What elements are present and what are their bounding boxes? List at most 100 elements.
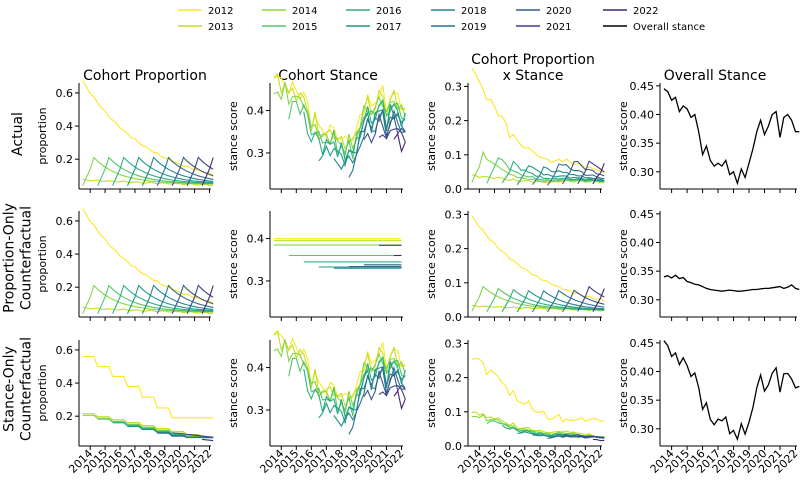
cohort-2017-line <box>516 289 605 313</box>
y-tick-label: 0.3 <box>445 80 463 93</box>
y-tick-label: 0.30 <box>630 166 655 179</box>
cohort-2019-line <box>348 365 406 435</box>
y-axis-label: proportion <box>36 107 49 164</box>
y-tick-label: 0.4 <box>56 377 74 390</box>
y-axis-label: stance score <box>617 101 630 171</box>
column-title: Cohort Stance <box>278 68 378 84</box>
cohort-2021-line <box>378 128 406 143</box>
y-axis-label: stance score <box>425 101 438 171</box>
cohort-2021-line <box>577 435 605 439</box>
cohort-2021-line <box>378 385 406 400</box>
cohort-2014-line <box>82 414 214 439</box>
y-tick-label: 0.2 <box>56 153 74 166</box>
y-tick-label: 0.3 <box>247 404 265 417</box>
y-tick-label: 0.30 <box>630 423 655 436</box>
legend: 2012 2013 2014 2015 2016 2017 2018 2019 2020 2021… <box>178 6 705 33</box>
y-tick-label: 0.0 <box>445 440 463 453</box>
cohort-2013-line <box>273 72 406 151</box>
cohort-2020-line <box>171 156 214 186</box>
legend-label: 2021 <box>546 22 571 33</box>
cohort-2015-line <box>97 284 214 314</box>
overall-stance-line <box>663 340 800 442</box>
cohort-2022-line <box>393 389 406 411</box>
cohort-2018-line <box>531 166 605 186</box>
cohort-2016-line <box>501 288 605 313</box>
y-tick-label: 0.35 <box>630 137 655 150</box>
cohort-2020-line <box>562 289 605 313</box>
cohort-2017-line <box>126 156 214 186</box>
y-tick-label: 0.3 <box>247 275 265 288</box>
y-axis-label: stance score <box>425 229 438 299</box>
cohort-2016-line <box>501 160 605 184</box>
y-axis-label: stance score <box>425 358 438 428</box>
cohort-2017-line <box>318 104 406 168</box>
y-tick-label: 0.4 <box>247 105 265 118</box>
y-tick-label: 0.4 <box>56 120 74 133</box>
cohort-2012-line <box>82 80 214 176</box>
cohort-2013-line <box>471 411 605 438</box>
cohort-2019-line <box>156 284 214 314</box>
cohort-2015-line <box>97 156 214 186</box>
cohort-2020-line <box>363 112 406 144</box>
cohort-2012-line <box>471 357 605 423</box>
legend-label: 2018 <box>461 6 486 17</box>
y-tick-label: 0.0 <box>445 311 463 324</box>
panel-cohort-proportion-x-stance-row0: 0.0 0.1 0.2 0.3 stance score <box>425 67 605 196</box>
y-tick-label: 0.45 <box>630 80 655 93</box>
legend-label: 2019 <box>461 22 486 33</box>
column-title: Cohort Proportion <box>83 68 207 84</box>
legend-label: 2022 <box>633 6 658 17</box>
cohort-2019-line <box>156 156 214 186</box>
y-tick-label: 0.45 <box>630 337 655 350</box>
overall-stance-line <box>663 88 800 186</box>
y-tick-label: 0.3 <box>445 337 463 350</box>
y-tick-label: 0.40 <box>630 109 655 122</box>
overall-stance-line <box>663 274 800 292</box>
cohort-2016-line <box>112 284 214 314</box>
y-axis-label: stance score <box>227 358 240 428</box>
panel-cohort-stance-row2: 0.30.42014201520162017201820192020202120… <box>227 329 407 476</box>
cohort-2021-line <box>186 156 214 186</box>
legend-label: 2020 <box>546 6 571 17</box>
cohort-2012-line <box>471 215 605 303</box>
legend-label: 2016 <box>376 6 401 17</box>
y-tick-label: 0.35 <box>630 394 655 407</box>
y-tick-label: 0.40 <box>630 366 655 379</box>
cohort-2022-line <box>592 288 605 312</box>
y-axis-label: proportion <box>36 364 49 421</box>
y-tick-label: 0.0 <box>445 183 463 196</box>
y-tick-label: 0.3 <box>247 147 265 160</box>
y-axis-label: stance score <box>227 101 240 171</box>
y-tick-label: 0.4 <box>247 362 265 375</box>
cohort-2019-line <box>547 289 605 313</box>
cohort-2022-line <box>202 438 214 442</box>
y-tick-label: 0.6 <box>56 87 74 100</box>
panel-cohort-stance-row0: 0.3 0.4 stance score <box>227 72 406 193</box>
cohort-2019-line <box>157 432 214 438</box>
cohort-2012-line <box>273 332 406 399</box>
row-label: Counterfactual <box>19 337 35 441</box>
y-tick-label: 0.1 <box>445 277 463 290</box>
cohort-2017-line <box>318 361 406 425</box>
cohort-2016-line <box>112 156 214 186</box>
cohort-2012-line <box>82 356 214 419</box>
y-tick-label: 0.35 <box>630 265 655 278</box>
panel-cohort-stance-row1: 0.3 0.4 stance score <box>227 211 403 321</box>
cohort-2017-line <box>126 284 214 314</box>
column-title: Cohort Proportion <box>471 52 595 68</box>
cohort-2022-line <box>201 285 214 314</box>
row-label: Actual <box>10 112 26 156</box>
y-axis-label: stance score <box>227 229 240 299</box>
panel-overall-stance-row2: 0.300.350.400.45201420152016201720182019… <box>617 337 801 476</box>
y-tick-label: 0.40 <box>630 237 655 250</box>
y-tick-label: 0.2 <box>445 115 463 128</box>
y-tick-label: 0.2 <box>56 281 74 294</box>
panel-cohort-proportion-x-stance-row2: 0.00.10.20.32014201520162017201820192020… <box>425 337 606 476</box>
cohort-2017-line <box>516 165 605 186</box>
column-title: x Stance <box>503 68 564 84</box>
cohort-2014-line <box>471 150 605 183</box>
legend-label: 2015 <box>292 22 317 33</box>
